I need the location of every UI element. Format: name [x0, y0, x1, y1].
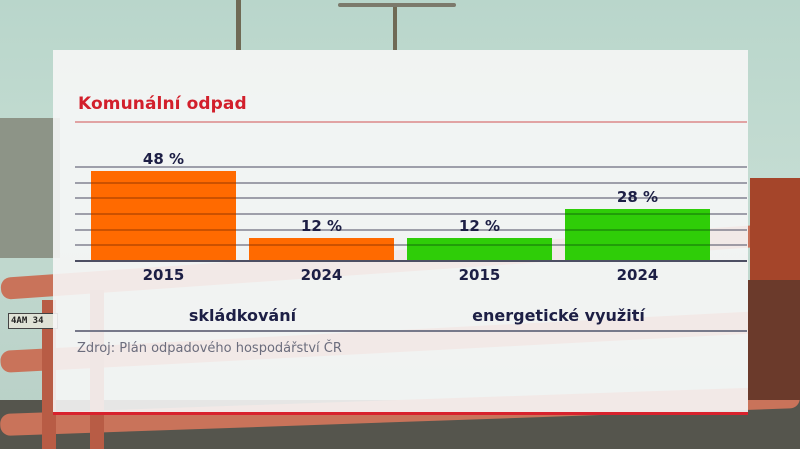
gridline: [75, 182, 747, 184]
x-tick-label: 2024: [616, 266, 659, 284]
group-label-energy-recovery: energetické využití: [472, 306, 645, 325]
gridline: [75, 197, 747, 199]
bar-energy-2015: [407, 238, 552, 261]
bar-value-label: 12 %: [300, 217, 343, 235]
license-plate: 4AM 34: [8, 313, 58, 329]
bar-energy-2024: [565, 209, 710, 261]
lamp-pole: [393, 5, 397, 50]
x-axis-baseline: [75, 260, 747, 262]
bar-value-label: 12 %: [458, 217, 501, 235]
gridline: [75, 229, 747, 231]
truck-left: [0, 118, 60, 258]
group-label-landfill: skládkování: [188, 306, 297, 325]
truck-right: [750, 178, 800, 288]
x-tick-label: 2015: [142, 266, 185, 284]
bar-value-label: 28 %: [616, 188, 659, 206]
title-divider: [75, 121, 747, 123]
group-divider: [75, 330, 747, 332]
bar-landfill-2015: [91, 171, 236, 261]
truck-right-lower: [748, 280, 800, 400]
railing-post: [42, 300, 56, 449]
gridline: [75, 213, 747, 215]
x-tick-label: 2024: [300, 266, 343, 284]
gridline: [75, 166, 747, 168]
street-lamp: [338, 3, 456, 7]
source-note: Zdroj: Plán odpadového hospodářství ČR: [77, 341, 342, 356]
lamp-pole: [236, 0, 241, 50]
bar-chart: 48 % 12 % 12 % 28 % 2015 2024 2015: [53, 50, 748, 412]
chart-panel: Komunální odpad 48 % 12 % 12 % 28 %: [53, 50, 748, 415]
x-tick-label: 2015: [458, 266, 501, 284]
bar-value-label: 48 %: [142, 150, 185, 168]
bar-landfill-2024: [249, 238, 394, 261]
chart-title: Komunální odpad: [78, 94, 247, 114]
